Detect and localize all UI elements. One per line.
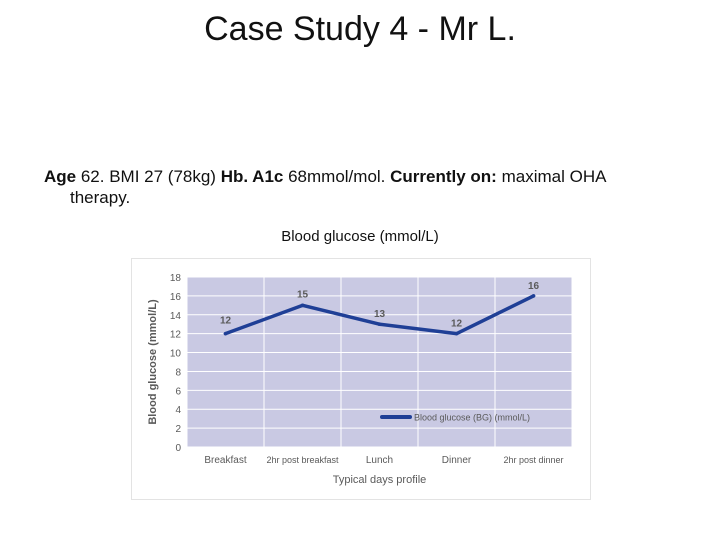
data-label: 13 — [374, 309, 386, 320]
y-tick-label: 10 — [170, 349, 182, 360]
x-tick-label: 2hr post breakfast — [266, 455, 339, 465]
y-tick-label: 8 — [175, 367, 181, 378]
y-tick-label: 0 — [175, 443, 181, 454]
chart-container: 0 2 4 6 8 10 12 14 16 18 Breakfast 2hr post breakfa… — [131, 258, 591, 500]
data-point — [377, 322, 382, 327]
legend-label: Blood glucose (BG) (mmol/L) — [414, 413, 530, 423]
y-tick-label: 12 — [170, 330, 182, 341]
currently-on-text: maximal OHA — [496, 167, 607, 186]
hba1c-text: 68mmol/mol. — [283, 167, 391, 186]
hba1c-label: Hb. A1c — [220, 167, 284, 186]
data-point — [300, 303, 305, 308]
age-text: 62. BMI 27 (78kg) — [76, 167, 221, 186]
x-axis-title: Typical days profile — [333, 474, 427, 486]
slide-title: Case Study 4 - Mr L. — [204, 10, 516, 48]
age-label: Age — [44, 167, 77, 186]
y-tick-label: 2 — [175, 424, 181, 435]
y-axis-title: Blood glucose (mmol/L) — [147, 299, 159, 425]
case-description-line2: therapy. — [70, 188, 131, 207]
y-tick-label: 14 — [170, 311, 182, 322]
currently-on-label: Currently on: — [390, 167, 497, 186]
case-description: Age 62. BMI 27 (78kg) Hb. A1c 68mmol/mol… — [44, 166, 644, 208]
y-tick-label: 6 — [175, 386, 181, 397]
data-point — [223, 331, 228, 336]
plot-area — [187, 277, 572, 447]
data-label: 12 — [451, 319, 463, 330]
chart-caption: Blood glucose (mmol/L) — [281, 228, 439, 245]
x-tick-label: Breakfast — [204, 455, 246, 466]
y-tick-label: 18 — [170, 273, 182, 284]
data-label: 16 — [528, 281, 540, 292]
data-point — [454, 331, 459, 336]
x-tick-label: 2hr post dinner — [503, 455, 563, 465]
y-tick-label: 4 — [175, 405, 181, 416]
data-point — [531, 294, 536, 298]
blood-glucose-chart: 0 2 4 6 8 10 12 14 16 18 Breakfast 2hr post breakfa… — [147, 273, 573, 486]
data-label: 12 — [220, 316, 232, 327]
x-tick-label: Dinner — [442, 455, 472, 466]
y-tick-label: 16 — [170, 292, 182, 303]
x-tick-label: Lunch — [366, 455, 393, 466]
data-label: 15 — [297, 289, 309, 300]
